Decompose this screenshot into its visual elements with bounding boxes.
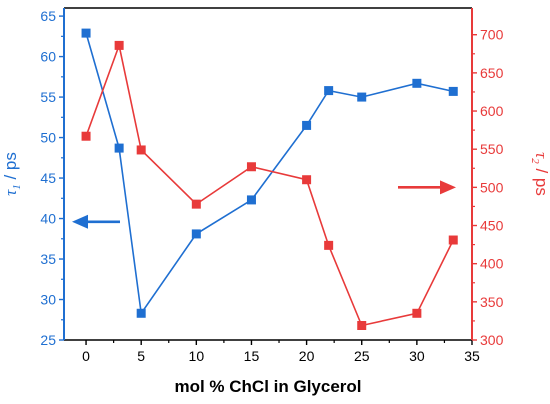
right-arrow-head bbox=[440, 180, 456, 195]
y-left-tick-label: 55 bbox=[40, 89, 56, 105]
series-left-point bbox=[191, 229, 201, 239]
y-right-tick-label: 550 bbox=[480, 141, 504, 157]
y-left-subscript: 1 bbox=[11, 184, 23, 190]
y-left-symbol: τ bbox=[1, 189, 20, 196]
y-left-unit: / ps bbox=[1, 152, 20, 184]
series-right-point bbox=[448, 235, 458, 245]
series-right-point bbox=[324, 240, 334, 250]
series-left-point bbox=[412, 78, 422, 88]
series-right-point bbox=[114, 40, 124, 50]
series-left-point bbox=[302, 120, 312, 130]
series-left-line bbox=[85, 32, 454, 316]
y-left-axis: 25 30 35 40 45 50 55 60 65 bbox=[40, 8, 64, 348]
x-tick-label: 10 bbox=[189, 348, 205, 364]
left-arrow-head bbox=[72, 214, 88, 229]
y-left-tick-label: 50 bbox=[40, 130, 56, 146]
y-right-tick-label: 300 bbox=[480, 332, 504, 348]
y-left-tick-label: 40 bbox=[40, 211, 56, 227]
x-tick-label: 35 bbox=[464, 348, 480, 364]
y-right-subscript: 2 bbox=[529, 158, 541, 164]
x-tick-label: 0 bbox=[82, 348, 90, 364]
series-right-point bbox=[191, 199, 201, 209]
series-left-point bbox=[448, 86, 458, 96]
y-right-tick-label: 450 bbox=[480, 218, 504, 234]
y-right-tick-label: 350 bbox=[480, 294, 504, 310]
series-left-point bbox=[114, 143, 124, 153]
series-right-point bbox=[412, 308, 422, 318]
y-right-symbol: τ bbox=[532, 152, 550, 159]
x-tick-label: 5 bbox=[137, 348, 145, 364]
plot-frame bbox=[63, 7, 473, 341]
y-right-tick-label: 600 bbox=[480, 103, 504, 119]
y-right-tick-label: 700 bbox=[480, 27, 504, 43]
series-right-point bbox=[302, 175, 312, 185]
series-left bbox=[81, 28, 458, 318]
x-axis-title: mol % ChCl in Glycerol bbox=[174, 377, 361, 396]
series-left-point bbox=[324, 86, 334, 96]
y-left-tick-label: 60 bbox=[40, 49, 56, 65]
series-right-point bbox=[357, 320, 367, 330]
series-right-point bbox=[246, 162, 256, 172]
series-right-point bbox=[136, 145, 146, 155]
y-right-tick-label: 500 bbox=[480, 179, 504, 195]
y-right-tick-label: 400 bbox=[480, 256, 504, 272]
y-left-tick-label: 45 bbox=[40, 170, 56, 186]
y-left-tick-label: 30 bbox=[40, 292, 56, 308]
x-tick-label: 25 bbox=[354, 348, 370, 364]
y-right-tick-label: 650 bbox=[480, 65, 504, 81]
series-left-point bbox=[81, 28, 91, 38]
series-right-line bbox=[85, 42, 455, 327]
x-tick-label: 30 bbox=[409, 348, 425, 364]
x-tick-label: 20 bbox=[299, 348, 315, 364]
series-layer bbox=[81, 28, 458, 330]
y-left-tick-label: 25 bbox=[40, 332, 56, 348]
series-left-point bbox=[136, 308, 146, 318]
series-right bbox=[81, 40, 458, 330]
y-right-axis: 300 350 400 450 500 550 600 650 700 bbox=[472, 27, 504, 348]
y-left-tick-label: 65 bbox=[40, 8, 56, 24]
y-right-axis-title: τ2 / ps bbox=[529, 152, 550, 196]
y-right-unit: / ps bbox=[532, 164, 550, 196]
axis-indicator-arrows bbox=[72, 180, 456, 229]
x-tick-label: 15 bbox=[244, 348, 260, 364]
series-left-point bbox=[246, 195, 256, 205]
y-left-tick-label: 35 bbox=[40, 251, 56, 267]
series-right-point bbox=[81, 131, 91, 141]
x-axis: 0 5 10 15 20 25 30 35 bbox=[82, 340, 480, 364]
series-left-point bbox=[357, 92, 367, 102]
y-left-axis-title: τ1 / ps bbox=[1, 152, 23, 196]
